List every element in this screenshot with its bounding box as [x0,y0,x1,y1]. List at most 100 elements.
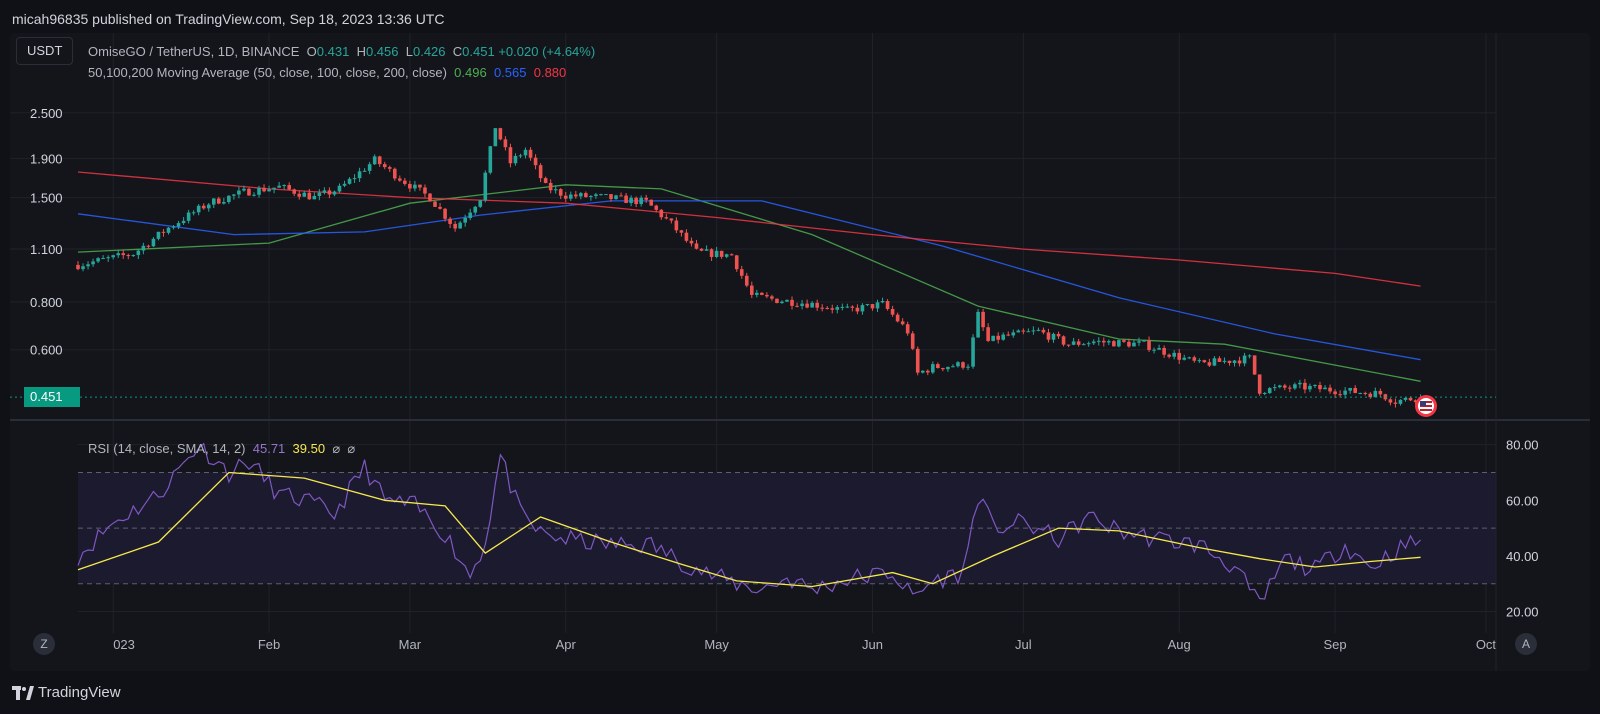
candle-body [1011,332,1016,336]
rsi-value: 45.71 [252,441,286,456]
candle-body [553,189,558,191]
ma-label[interactable]: 50,100,200 Moving Average (50, close, 10… [88,65,447,80]
candle-body [493,128,498,147]
candle-body [1212,358,1217,366]
candle-body [237,190,241,195]
candle-body [1247,355,1252,357]
candle-body [1408,397,1413,401]
candle-body [362,170,367,172]
candle-body [1262,392,1267,394]
candle-body [1358,392,1363,394]
candle-body [1343,390,1347,395]
candle-body [126,255,131,257]
candle-body [322,190,327,193]
rsi-legend[interactable]: RSI (14, close, SMA, 14, 2) 45.71 39.50 … [88,441,355,457]
candle-body [478,200,483,207]
price-tick-label: 1.100 [30,242,63,257]
candle-body [483,172,488,201]
rsi-hide-icon[interactable]: ⌀ [332,441,341,456]
flag-icon[interactable] [1415,395,1437,417]
candle-body [513,155,518,164]
candle-body [558,189,563,196]
candle-body [503,139,508,148]
candle-body [744,275,749,286]
candle-body [508,147,513,164]
ma100-line [77,200,1421,361]
chart-frame[interactable]: 023 Feb Mar Apr May Jun Jul Aug Sep Oct 2.500 1.900… [10,33,1590,671]
zoom-reset-button[interactable]: Z [33,633,55,655]
candle-body [699,248,704,251]
rsi-label[interactable]: RSI (14, close, SMA, 14, 2) [88,441,246,456]
candle-body [136,250,141,256]
candle-body [372,156,377,165]
open-value: 0.431 [316,44,350,59]
candle-body [282,185,286,187]
candle-body [1288,387,1292,389]
candle-body [594,194,598,197]
high-value: 0.456 [365,44,399,59]
candle-body [1157,347,1161,350]
candle-body [1252,355,1257,375]
symbol-legend[interactable]: OmiseGO / TetherUS, 1D, BINANCE O0.431 H… [88,44,595,59]
candle-body [855,307,860,312]
candle-body [1298,382,1302,385]
rsi-source-icon[interactable]: ⌀ [347,441,356,456]
tradingview-logo[interactable]: TradingView [12,684,121,701]
candle-body [1046,332,1051,340]
candle-body [488,146,493,173]
symbol-name[interactable]: OmiseGO / TetherUS, 1D, BINANCE [88,44,300,59]
candle-body [423,187,427,194]
candle-body [890,308,895,315]
candle-body [312,196,317,200]
candle-body [971,337,975,367]
auto-scale-button[interactable]: A [1515,633,1537,655]
candle-body [770,296,774,299]
candle-body [1071,341,1076,345]
candle-body [1026,331,1031,333]
candle-body [433,201,437,207]
low-value: 0.426 [412,44,446,59]
candle-body [1001,334,1006,340]
candle-body [835,307,840,310]
last-price-tag: 0.451 [24,387,80,408]
candle-body [674,220,679,231]
candle-body [1192,357,1197,361]
candle-body [609,194,613,199]
candle-body [121,253,126,256]
candle-body [518,155,523,157]
candle-body [1096,340,1101,342]
candle-body [805,303,809,308]
rsi-tick-label: 80.00 [1506,438,1539,453]
candle-body [327,190,332,195]
candle-body [870,304,875,309]
candle-body [1308,385,1312,390]
candle-body [453,223,457,229]
low-label: L [405,44,413,59]
rsi-background [78,471,1496,585]
candle-body [1031,330,1036,332]
candle-body [644,197,649,200]
candle-body [996,335,1000,340]
candle-body [332,191,337,195]
ma-legend[interactable]: 50,100,200 Moving Average (50, close, 10… [88,65,566,80]
candle-body [317,192,322,197]
candle-body [337,185,342,192]
ma200-value: 0.880 [533,65,567,80]
candle-body [991,335,995,341]
candle-body [1172,352,1176,357]
candle-body [262,187,266,192]
axis-layer: 023 Feb Mar Apr May Jun Jul Aug Sep Oct 2.500 1.900… [30,106,1539,652]
price-tick-label: 2.500 [30,106,63,121]
currency-button[interactable]: USDT [16,37,74,65]
candle-body [885,301,890,309]
candle-body [961,362,965,368]
candle-body [654,205,659,210]
candle-body [232,194,236,196]
high-label: H [356,44,366,59]
chart-canvas[interactable]: 023 Feb Mar Apr May Jun Jul Aug Sep Oct 2.500 1.900… [10,33,1590,671]
candle-body [392,168,397,179]
candle-body [920,370,925,373]
candle-body [81,266,85,270]
candle-body [1353,387,1358,393]
candle-body [222,201,226,204]
